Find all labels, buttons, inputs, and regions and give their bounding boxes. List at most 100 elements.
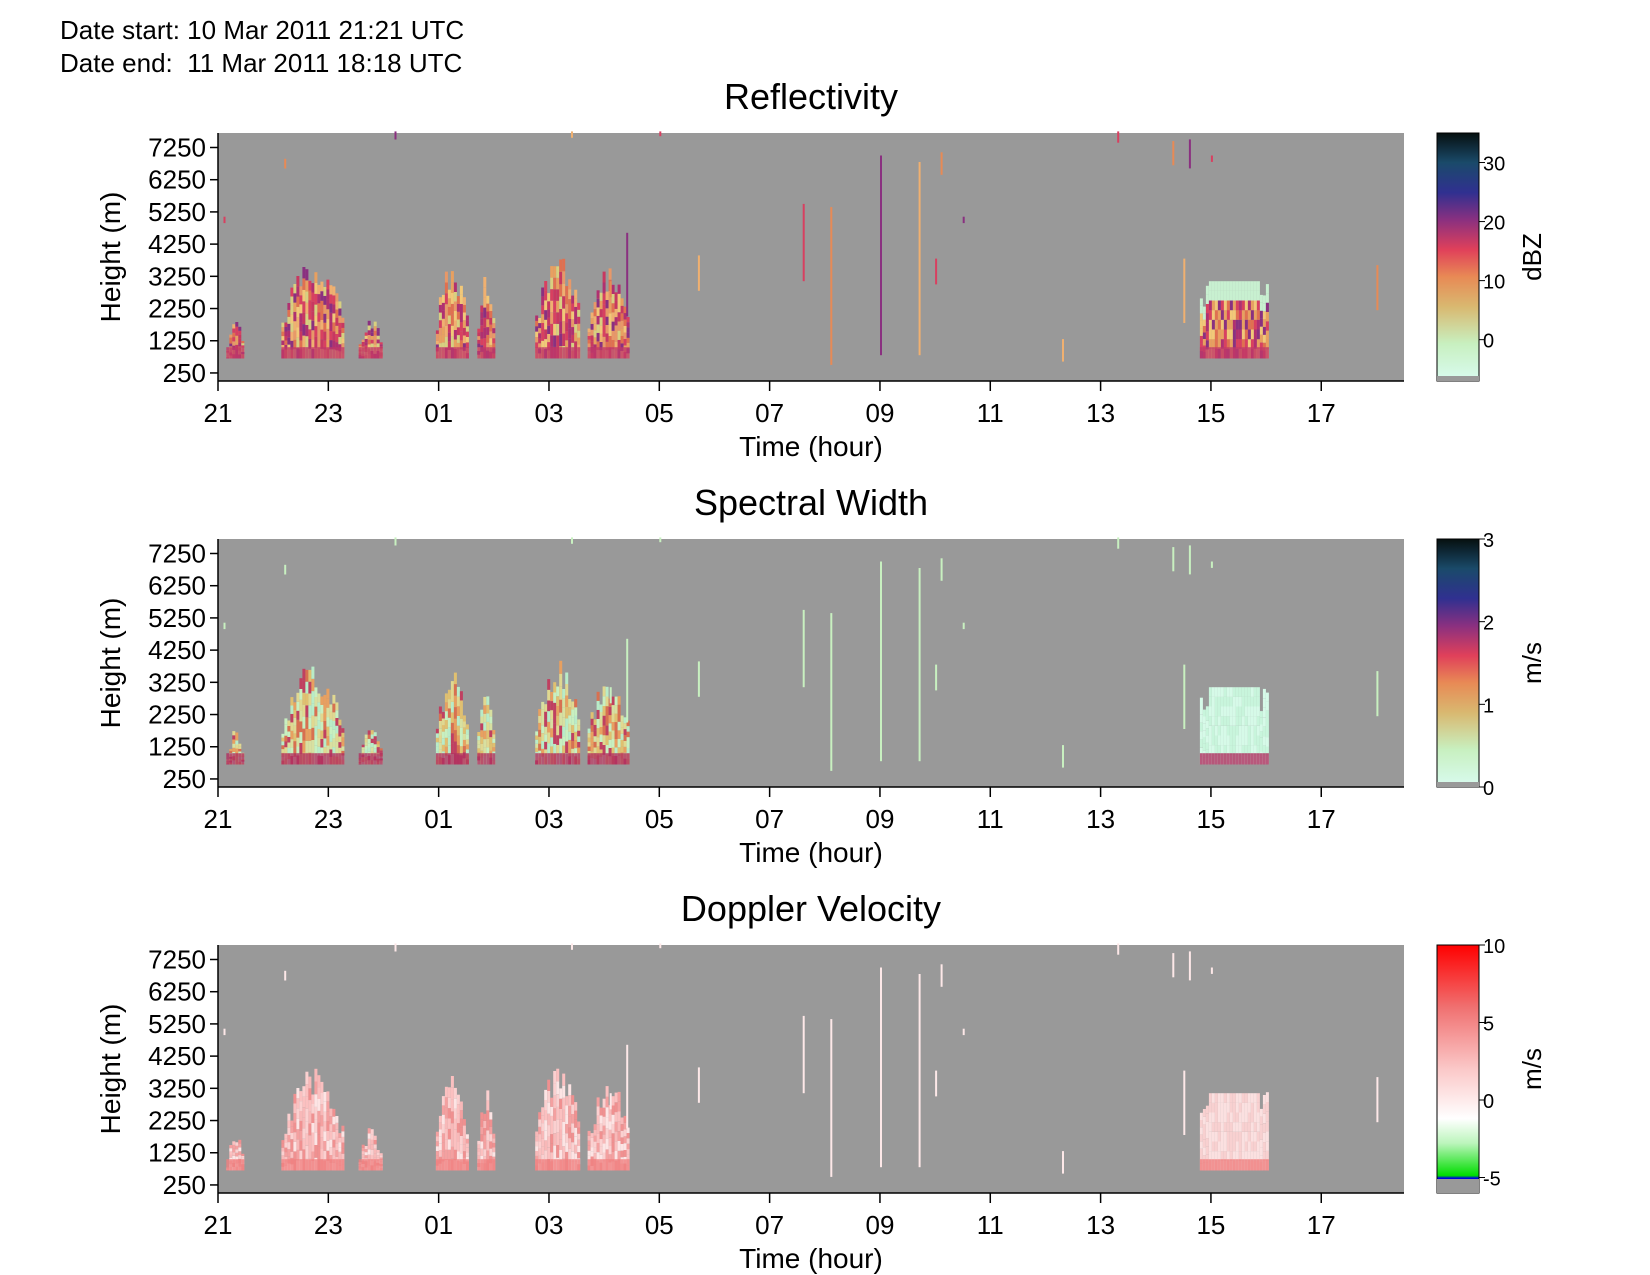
data-cell — [320, 747, 324, 756]
data-cell — [565, 672, 569, 684]
data-cell — [626, 1138, 630, 1144]
data-cell — [486, 753, 490, 765]
data-cell — [1250, 706, 1254, 717]
data-cell — [605, 735, 609, 745]
data-streak — [1183, 664, 1186, 729]
data-cell — [596, 315, 600, 325]
data-cell — [489, 317, 493, 325]
data-cell — [1214, 1131, 1218, 1142]
data-cell — [1256, 310, 1260, 320]
data-cell — [1202, 1116, 1206, 1125]
data-cell — [1241, 290, 1245, 301]
y-tick-label: 2250 — [148, 294, 206, 324]
data-cell — [308, 669, 312, 682]
data-cell — [456, 696, 460, 707]
data-cell — [574, 1153, 578, 1162]
data-cell — [456, 706, 460, 716]
data-cell — [574, 298, 578, 307]
data-cell — [574, 347, 578, 359]
data-cell — [296, 710, 300, 720]
data-cell — [229, 347, 233, 359]
data-cell — [1256, 1141, 1260, 1152]
data-cell — [596, 1115, 600, 1125]
data-cell — [1262, 1104, 1266, 1114]
data-cell — [593, 1124, 597, 1130]
data-cell — [361, 347, 365, 359]
data-cell — [447, 289, 451, 299]
data-cell — [232, 743, 236, 748]
data-cell — [287, 753, 291, 765]
data-cell — [1265, 321, 1269, 331]
data-cell — [1238, 310, 1242, 320]
data-cell — [435, 340, 439, 345]
data-cell — [284, 1138, 288, 1143]
y-tick-label: 1250 — [148, 326, 206, 356]
data-cell — [590, 324, 594, 330]
data-cell — [284, 1156, 288, 1162]
data-cell — [565, 286, 569, 296]
data-cell — [1229, 300, 1233, 311]
data-cell — [1253, 745, 1257, 755]
data-cell — [1244, 1112, 1248, 1123]
data-cell — [308, 693, 312, 706]
data-cell — [314, 1119, 318, 1133]
data-cell — [465, 331, 469, 337]
data-cell — [438, 312, 442, 321]
data-cell — [311, 347, 315, 359]
data-cell — [1232, 1159, 1236, 1171]
data-cell — [1214, 281, 1218, 291]
data-cell — [620, 320, 624, 329]
data-cell — [447, 689, 451, 700]
data-cells — [223, 537, 1379, 771]
data-cell — [1235, 1131, 1239, 1142]
data-streak — [880, 967, 882, 1168]
data-cell — [1253, 1141, 1257, 1152]
data-cell — [596, 290, 600, 299]
data-cell — [332, 313, 336, 323]
data-cell — [541, 1159, 545, 1171]
data-cell — [341, 343, 345, 349]
data-cell — [1244, 1131, 1248, 1142]
data-cell — [1205, 285, 1209, 295]
data-cell — [314, 1068, 318, 1082]
data-cell — [229, 337, 233, 341]
data-cell — [538, 736, 542, 744]
data-cell — [611, 1096, 615, 1106]
data-streak — [1117, 131, 1120, 143]
data-cell — [229, 1159, 233, 1171]
data-cell — [453, 1149, 457, 1161]
data-cell — [287, 1142, 291, 1150]
data-cell — [608, 748, 612, 757]
data-cell — [553, 335, 557, 347]
data-cell — [232, 1148, 236, 1153]
data-cell — [326, 753, 330, 765]
data-cell — [465, 724, 469, 730]
data-cell — [299, 689, 303, 700]
data-cell — [626, 720, 630, 727]
data-cell — [341, 753, 345, 765]
data-cell — [435, 1155, 439, 1161]
data-cell — [290, 730, 294, 740]
data-cell — [341, 1131, 345, 1137]
data-cell — [317, 746, 321, 756]
data-cell — [565, 718, 569, 730]
data-cell — [435, 330, 439, 334]
data-cell — [544, 734, 548, 742]
data-cell — [335, 342, 339, 351]
data-cell — [1205, 313, 1209, 323]
data-cell — [284, 327, 288, 332]
data-cell — [1250, 687, 1254, 697]
data-cell — [547, 347, 551, 359]
data-cell — [465, 1138, 469, 1144]
data-cell — [1235, 706, 1239, 717]
data-cell — [535, 1136, 539, 1142]
data-cell — [617, 753, 621, 765]
data-cell — [450, 733, 454, 744]
data-cell — [329, 1139, 333, 1148]
data-cell — [232, 337, 236, 342]
data-cell — [1217, 290, 1221, 301]
data-cell — [571, 717, 575, 726]
data-cell — [541, 1107, 545, 1116]
data-cell — [314, 716, 318, 726]
data-cell — [323, 729, 327, 739]
